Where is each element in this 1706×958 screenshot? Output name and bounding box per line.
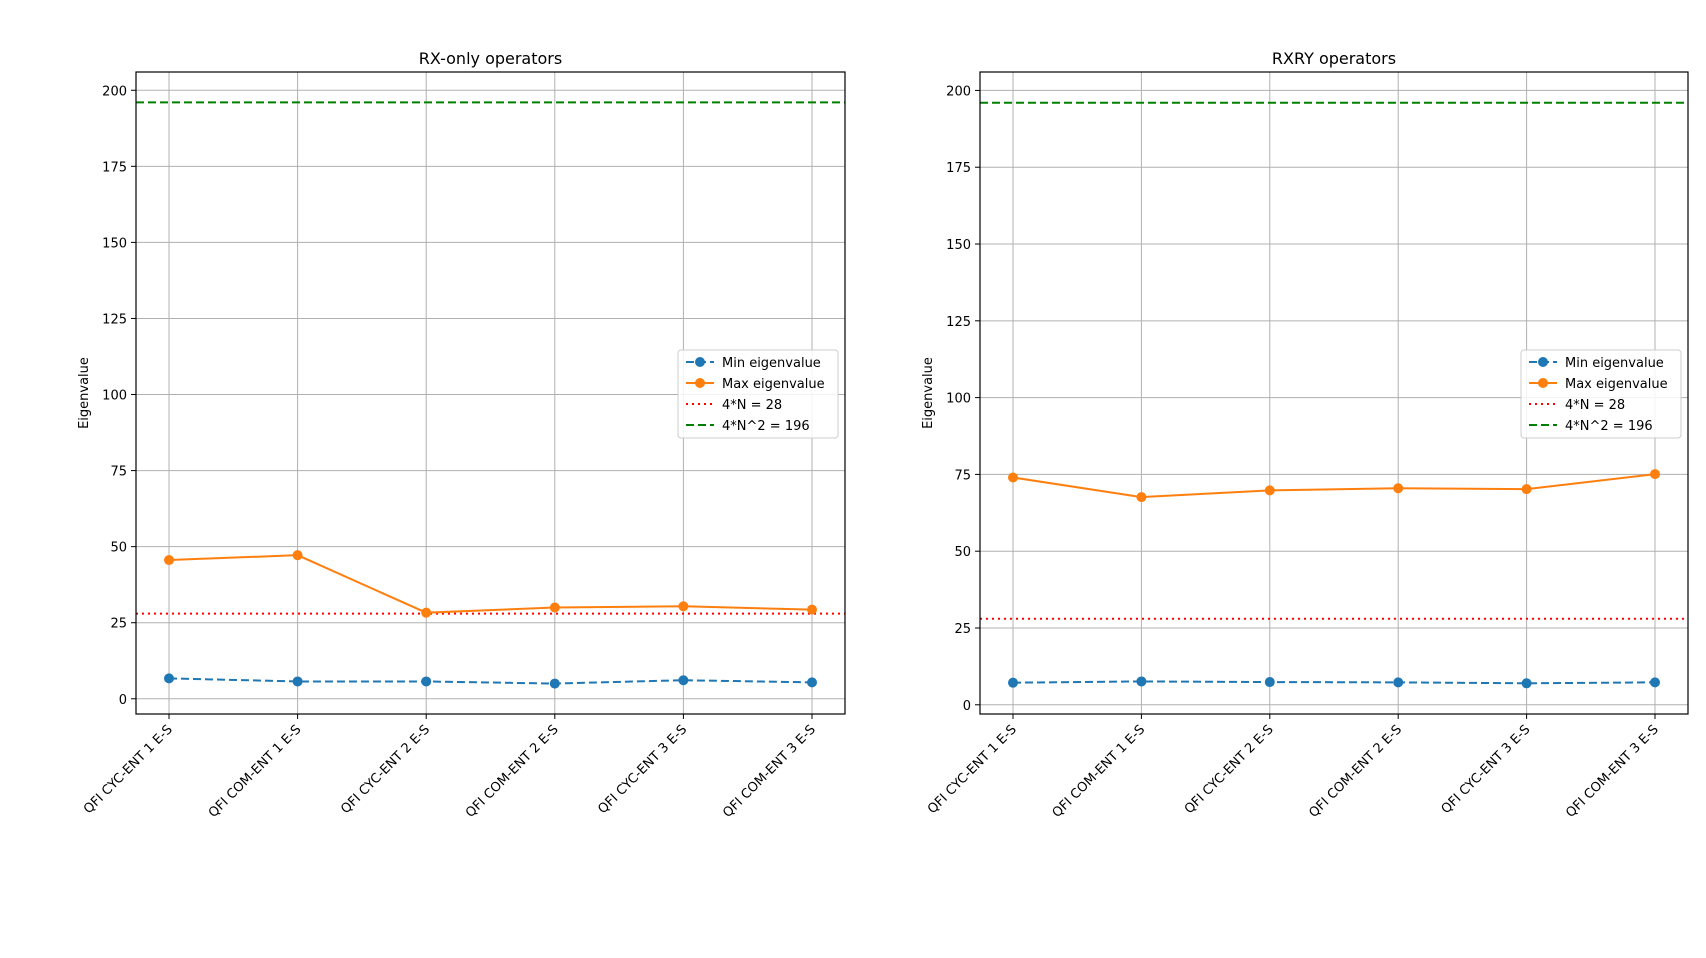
chart-rx-only: RX-only operators Eigenvalue 0 25 50 75 100 1…	[77, 49, 846, 821]
chart-rxry: RXRY operators Eigenvalue 0 25 50 75 100 125 1…	[921, 49, 1689, 821]
y-tick-label: 150	[946, 238, 971, 253]
x-tick-label: QFI COM-ENT 3 E-S	[1563, 722, 1662, 821]
y-tick-label: 200	[946, 84, 971, 99]
data-point	[1008, 677, 1018, 688]
y-tick-label: 50	[954, 545, 971, 560]
legend: Min eigenvalue Max eigenvalue 4*N = 28 4*N^…	[677, 349, 839, 439]
data-point	[1136, 676, 1147, 687]
data-point	[549, 678, 560, 689]
legend-marker	[695, 357, 705, 367]
x-tick-label: QFI COM-ENT 1 E-S	[1050, 722, 1149, 821]
data-point	[678, 601, 689, 612]
data-point	[1650, 677, 1660, 688]
axes-frame	[979, 71, 1689, 715]
data-point	[1393, 483, 1404, 494]
x-tick-label: QFI CYC-ENT 3 E-S	[595, 722, 690, 817]
chart-title: RXRY operators	[1272, 49, 1396, 68]
data-point	[292, 550, 303, 561]
data-point	[421, 607, 432, 618]
legend-box	[677, 349, 839, 439]
legend-box	[1520, 349, 1682, 439]
y-tick-label: 175	[946, 161, 971, 176]
y-tick-label: 75	[110, 465, 127, 480]
data-point	[807, 677, 817, 688]
y-tick-label: 200	[102, 84, 127, 99]
series-line	[1012, 473, 1656, 499]
x-tick-label: QFI COM-ENT 1 E-S	[206, 722, 305, 821]
x-tick-label: QFI COM-ENT 2 E-S	[463, 722, 562, 821]
legend-label: 4*N = 28	[1565, 398, 1625, 413]
series-line	[168, 677, 813, 685]
legend-marker	[695, 378, 705, 388]
data-point	[1393, 677, 1404, 688]
x-tick-label: QFI COM-ENT 3 E-S	[720, 722, 819, 821]
data-point	[1136, 492, 1147, 503]
y-tick-label: 175	[102, 160, 127, 175]
legend-label: 4*N^2 = 196	[1565, 419, 1653, 434]
y-tick-label: 125	[102, 312, 127, 327]
y-tick-label: 100	[102, 389, 127, 404]
series-line	[1012, 680, 1656, 685]
legend-label: 4*N = 28	[722, 398, 782, 413]
series-line	[168, 554, 813, 614]
x-tick-label: QFI CYC-ENT 1 E-S	[925, 722, 1020, 817]
data-point	[1521, 678, 1532, 689]
y-tick-label: 0	[963, 699, 971, 714]
x-tick-label: QFI CYC-ENT 2 E-S	[1182, 722, 1277, 817]
data-point	[421, 676, 432, 687]
y-tick-label: 125	[946, 315, 971, 330]
chart-title: RX-only operators	[419, 49, 562, 68]
x-tick-label: QFI CYC-ENT 2 E-S	[338, 722, 433, 817]
data-point	[1650, 469, 1660, 480]
y-tick-label: 25	[110, 617, 127, 632]
legend-label: Min eigenvalue	[1565, 356, 1664, 371]
legend-label: Max eigenvalue	[1565, 377, 1668, 392]
legend-label: 4*N^2 = 196	[722, 419, 810, 434]
axes-frame	[135, 71, 846, 715]
legend-label: Max eigenvalue	[722, 377, 825, 392]
data-point	[164, 673, 174, 684]
data-point	[1008, 472, 1018, 483]
y-tick-label: 25	[954, 622, 971, 637]
y-tick-label: 150	[102, 236, 127, 251]
legend-label: Min eigenvalue	[722, 356, 821, 371]
legend-marker	[1538, 357, 1548, 367]
x-tick-label: QFI CYC-ENT 1 E-S	[81, 722, 176, 817]
data-point	[292, 676, 303, 687]
data-point	[164, 555, 174, 566]
x-tick-label: QFI CYC-ENT 3 E-S	[1439, 722, 1534, 817]
data-point	[678, 675, 689, 686]
legend-marker	[1538, 378, 1548, 388]
y-tick-label: 75	[954, 468, 971, 483]
data-point	[1521, 484, 1532, 495]
y-tick-label: 0	[119, 693, 127, 708]
data-point	[807, 604, 817, 615]
x-tick-label: QFI COM-ENT 2 E-S	[1306, 722, 1405, 821]
y-axis-label: Eigenvalue	[77, 357, 92, 429]
legend: Min eigenvalue Max eigenvalue 4*N = 28 4*N^…	[1520, 349, 1682, 439]
data-point	[1264, 485, 1275, 496]
data-point	[1264, 677, 1275, 688]
y-tick-label: 100	[946, 392, 971, 407]
data-point	[549, 602, 560, 613]
y-tick-label: 50	[110, 541, 127, 556]
y-axis-label: Eigenvalue	[921, 357, 936, 429]
